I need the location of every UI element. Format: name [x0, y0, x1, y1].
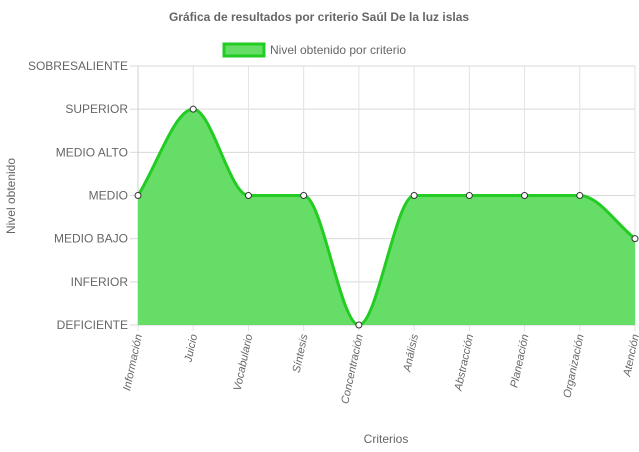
x-tick-label: Concentración [339, 333, 365, 405]
y-axis-ticks: DEFICIENTE INFERIOR MEDIO BAJO MEDIO MEDIO A… [28, 59, 128, 332]
data-point-0[interactable] [134, 192, 142, 199]
y-tick-label: DEFICIENTE [57, 318, 128, 332]
x-tick-label: Juicio [182, 333, 200, 364]
data-point-1[interactable] [189, 105, 197, 113]
data-point-5[interactable] [410, 192, 418, 199]
x-tick-label: Planeación [508, 333, 531, 389]
series-line [136, 107, 636, 327]
legend[interactable]: Nivel obtenido por criterio [222, 42, 406, 58]
series-area [138, 109, 635, 326]
data-point-6[interactable] [465, 192, 473, 199]
data-point-8[interactable] [576, 192, 584, 199]
x-tick-label: Atención [621, 333, 639, 378]
data-point-2[interactable] [244, 192, 252, 199]
y-tick-label: INFERIOR [71, 275, 129, 289]
data-points [134, 105, 639, 329]
data-point-7[interactable] [521, 192, 529, 199]
chart-title: Gráfica de resultados por criterio Saúl … [169, 10, 469, 24]
x-tick-label: Información [121, 333, 145, 392]
x-tick-label: Síntesis [291, 333, 311, 374]
y-axis-label: Nivel obtenido [4, 158, 18, 234]
x-tick-label: Abstracción [452, 333, 476, 393]
data-point-3[interactable] [300, 192, 308, 199]
data-point-9[interactable] [631, 235, 639, 243]
x-tick-label: Vocabulario [232, 333, 256, 392]
y-tick-label: MEDIO BAJO [54, 232, 128, 246]
x-tick-label: Análisis [401, 333, 421, 374]
legend-label: Nivel obtenido por criterio [270, 43, 406, 57]
data-point-4[interactable] [355, 321, 363, 329]
x-axis-ticks: Información Juicio Vocabulario Síntesis Conc… [121, 333, 639, 405]
x-axis-label: Criterios [364, 432, 409, 446]
legend-swatch [222, 42, 266, 58]
y-tick-label: SUPERIOR [65, 102, 128, 116]
y-tick-label: SOBRESALIENTE [28, 59, 128, 73]
y-tick-label: MEDIO ALTO [56, 145, 128, 159]
y-tick-label: MEDIO [89, 189, 128, 203]
x-tick-label: Organización [561, 333, 586, 399]
